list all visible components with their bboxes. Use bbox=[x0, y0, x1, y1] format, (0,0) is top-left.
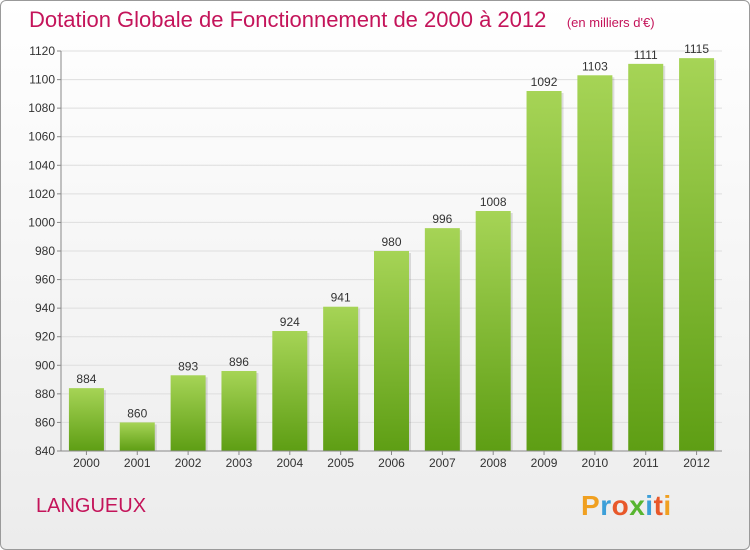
chart-title-unit: (en milliers d'€) bbox=[566, 15, 655, 30]
x-tick-label: 2008 bbox=[480, 456, 507, 470]
x-tick-label: 2012 bbox=[683, 456, 710, 470]
logo-letter: i bbox=[663, 490, 672, 521]
y-tick-label: 1060 bbox=[28, 130, 55, 144]
bar-value-label: 1111 bbox=[634, 48, 658, 62]
bar bbox=[323, 306, 359, 451]
x-tick-label: 2011 bbox=[633, 456, 659, 470]
bar bbox=[170, 375, 206, 451]
y-tick-label: 1120 bbox=[29, 44, 55, 58]
x-tick-label: 2005 bbox=[327, 456, 354, 470]
bar bbox=[424, 228, 460, 451]
y-tick-label: 1080 bbox=[28, 101, 55, 115]
bars bbox=[68, 58, 717, 452]
x-tick-label: 2004 bbox=[276, 456, 303, 470]
bar-value-label: 860 bbox=[127, 406, 147, 420]
bar bbox=[577, 75, 613, 452]
y-tick-label: 920 bbox=[35, 330, 55, 344]
y-tick-label: 1020 bbox=[28, 187, 55, 201]
x-tick-label: 2002 bbox=[175, 456, 202, 470]
chart-title: Dotation Globale de Fonctionnement de 20… bbox=[29, 7, 655, 33]
y-tick-label: 900 bbox=[35, 358, 55, 372]
logo-letter: o bbox=[611, 490, 630, 521]
bar bbox=[374, 251, 409, 451]
x-tick-label: 2010 bbox=[582, 456, 609, 470]
y-tick-label: 940 bbox=[35, 301, 55, 315]
axes bbox=[57, 50, 722, 455]
x-tick-label: 2003 bbox=[226, 456, 253, 470]
bar-value-label: 996 bbox=[432, 212, 452, 226]
x-tick-label: 2007 bbox=[429, 456, 456, 470]
logo-letter: t bbox=[653, 490, 664, 521]
bar-value-label: 1115 bbox=[684, 42, 709, 56]
bar-value-label: 1103 bbox=[582, 59, 608, 73]
bar-value-label: 884 bbox=[76, 372, 96, 386]
bar-value-label: 896 bbox=[229, 355, 249, 369]
y-tick-label: 1100 bbox=[29, 73, 55, 87]
bar bbox=[475, 211, 511, 451]
bar-value-label: 941 bbox=[331, 291, 351, 305]
y-tick-label: 880 bbox=[35, 387, 55, 401]
y-tick-label: 980 bbox=[35, 244, 55, 258]
bar bbox=[221, 371, 257, 451]
bar bbox=[679, 58, 715, 452]
logo-letter: r bbox=[600, 490, 612, 521]
bar bbox=[272, 331, 308, 451]
bar bbox=[526, 91, 562, 451]
y-tick-label: 1000 bbox=[28, 215, 55, 229]
labels: 840 860 880 900 920 940 960 980 1000 1020 1040 1060… bbox=[28, 42, 710, 470]
x-tick-label: 2001 bbox=[124, 456, 151, 470]
bar-value-label: 1008 bbox=[480, 195, 507, 209]
bar-value-label: 980 bbox=[381, 235, 401, 249]
proxiti-logo: Proxiti bbox=[581, 490, 672, 522]
logo-letter: P bbox=[581, 490, 601, 521]
chart-title-main: Dotation Globale de Fonctionnement de 20… bbox=[29, 7, 547, 32]
commune-name: LANGUEUX bbox=[36, 495, 147, 517]
y-tick-label: 840 bbox=[35, 444, 55, 458]
x-tick-label: 2009 bbox=[531, 456, 558, 470]
y-tick-label: 960 bbox=[35, 273, 55, 287]
bar bbox=[119, 422, 155, 451]
bar bbox=[68, 388, 104, 451]
logo-letter: x bbox=[629, 490, 646, 521]
y-tick-label: 1040 bbox=[28, 158, 55, 172]
bar-value-label: 924 bbox=[280, 315, 300, 329]
x-tick-label: 2006 bbox=[378, 456, 405, 470]
logo-letter: i bbox=[645, 490, 654, 521]
x-tick-label: 2000 bbox=[73, 456, 100, 470]
bar-value-label: 1092 bbox=[531, 75, 558, 89]
y-tick-label: 860 bbox=[35, 415, 55, 429]
bar-value-label: 893 bbox=[178, 359, 198, 373]
bar bbox=[628, 63, 664, 451]
